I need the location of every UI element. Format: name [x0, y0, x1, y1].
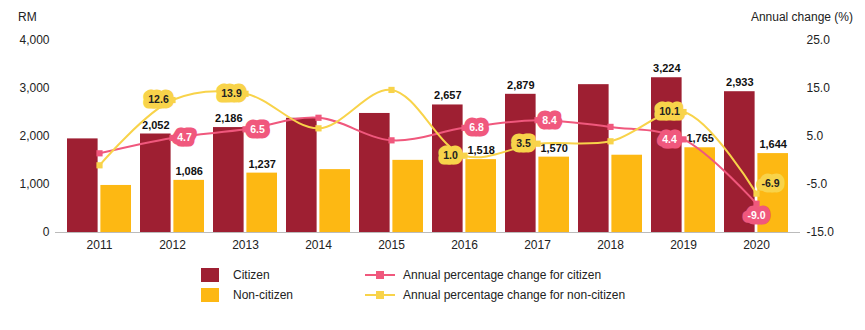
svg-text:2,186: 2,186: [215, 112, 243, 124]
svg-text:2016: 2016: [451, 238, 478, 252]
svg-text:8.4: 8.4: [542, 114, 557, 126]
svg-text:3,000: 3,000: [19, 81, 49, 95]
svg-text:2,657: 2,657: [434, 89, 462, 101]
svg-text:1,000: 1,000: [19, 177, 49, 191]
svg-text:1.0: 1.0: [443, 149, 458, 161]
svg-text:2014: 2014: [305, 238, 332, 252]
svg-text:1,237: 1,237: [248, 158, 276, 170]
svg-text:2018: 2018: [597, 238, 624, 252]
svg-text:-6.9: -6.9: [761, 177, 779, 189]
svg-text:1,518: 1,518: [467, 144, 495, 156]
svg-text:-9.0: -9.0: [747, 209, 765, 221]
svg-text:1,644: 1,644: [759, 138, 787, 150]
svg-text:13.9: 13.9: [221, 87, 242, 99]
svg-text:2019: 2019: [670, 238, 697, 252]
html-text:Annual percentage change for c: Annual percentage change for citizen: [403, 268, 602, 282]
svg-text:2012: 2012: [159, 238, 186, 252]
svg-text:2011: 2011: [87, 238, 113, 252]
svg-text:4.7: 4.7: [177, 131, 192, 143]
html-text:Citizen: Citizen: [233, 268, 270, 282]
svg-text:2,052: 2,052: [142, 119, 170, 131]
svg-text:-15.0: -15.0: [807, 225, 835, 239]
svg-text:3,224: 3,224: [653, 62, 681, 74]
svg-text:1,570: 1,570: [540, 142, 568, 154]
svg-text:6.8: 6.8: [469, 121, 484, 133]
svg-text:4,000: 4,000: [19, 33, 49, 47]
svg-text:1,086: 1,086: [175, 165, 203, 177]
svg-text:5.0: 5.0: [807, 129, 824, 143]
svg-text:2013: 2013: [232, 238, 259, 252]
svg-text:2,000: 2,000: [19, 129, 49, 143]
html-text:Annual percentage change for n: Annual percentage change for non-citizen: [403, 288, 626, 302]
svg-text:2015: 2015: [378, 238, 405, 252]
svg-text:4.4: 4.4: [662, 133, 677, 145]
svg-text:1,765: 1,765: [686, 132, 714, 144]
html-text:Annual change (%): Annual change (%): [750, 10, 853, 24]
svg-text:25.0: 25.0: [807, 33, 831, 47]
svg-text:2,933: 2,933: [726, 76, 754, 88]
html-text:Non-citizen: Non-citizen: [233, 288, 293, 302]
svg-text:2020: 2020: [743, 238, 770, 252]
svg-text:2017: 2017: [524, 238, 551, 252]
html-text:RM: RM: [18, 10, 37, 24]
svg-text:3.5: 3.5: [516, 137, 531, 149]
svg-text:6.5: 6.5: [250, 123, 265, 135]
svg-text:10.1: 10.1: [659, 105, 680, 117]
svg-text:0: 0: [43, 225, 50, 239]
svg-text:2,879: 2,879: [507, 79, 535, 91]
svg-text:12.6: 12.6: [148, 93, 169, 105]
svg-text:-5.0: -5.0: [807, 177, 828, 191]
svg-text:15.0: 15.0: [807, 81, 831, 95]
